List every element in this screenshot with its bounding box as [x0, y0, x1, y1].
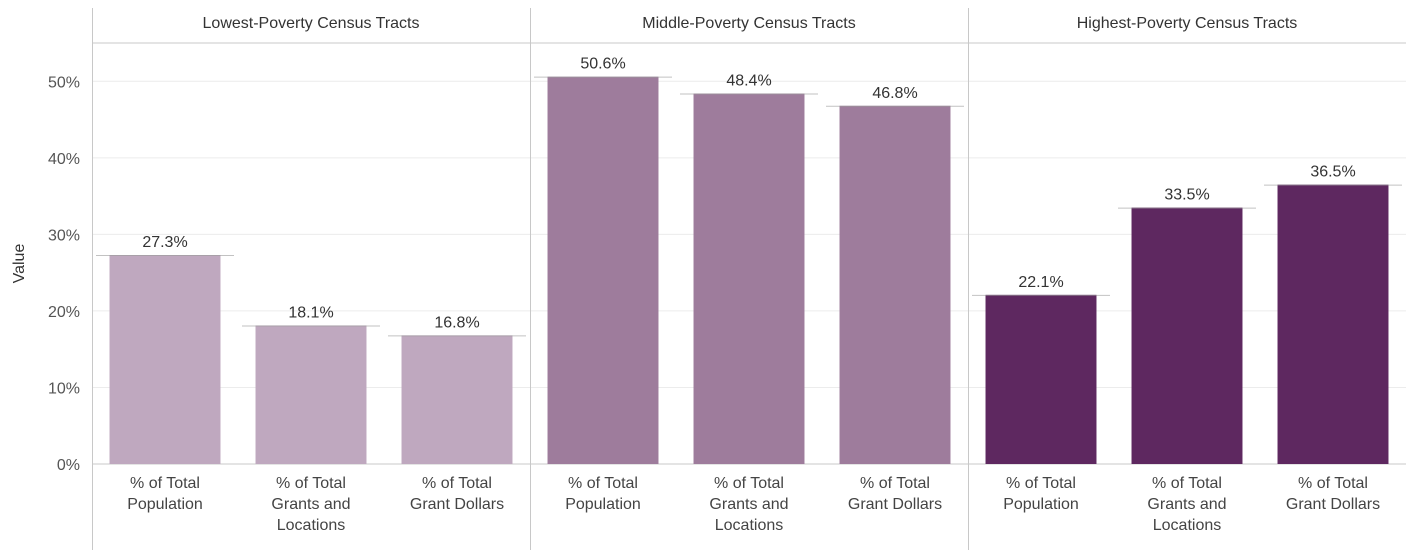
bar [693, 93, 805, 465]
bar [109, 255, 221, 464]
y-tick-label: 50% [48, 74, 80, 91]
data-label: 18.1% [288, 304, 333, 321]
bar [1277, 184, 1389, 465]
x-category-label: Grants and [709, 496, 788, 513]
x-category-label: Locations [277, 517, 346, 534]
bar [839, 105, 951, 464]
x-category-label: Population [127, 496, 203, 513]
x-category-label: Locations [1153, 517, 1222, 534]
x-category-label: % of Total [422, 475, 492, 492]
data-label: 16.8% [434, 314, 479, 331]
x-category-label: Grant Dollars [1286, 496, 1380, 513]
panel-title: Lowest-Poverty Census Tracts [203, 15, 420, 32]
data-label: 36.5% [1310, 164, 1355, 181]
data-label: 50.6% [580, 56, 625, 73]
x-category-label: Population [565, 496, 641, 513]
x-category-label: Population [1003, 496, 1079, 513]
data-label: 33.5% [1164, 187, 1209, 204]
x-category-label: % of Total [568, 475, 638, 492]
bar [401, 335, 513, 464]
x-category-label: Grants and [271, 496, 350, 513]
panel-title: Middle-Poverty Census Tracts [642, 15, 855, 32]
bar [255, 325, 367, 464]
x-category-label: Grant Dollars [848, 496, 942, 513]
y-tick-label: 30% [48, 227, 80, 244]
data-label: 46.8% [872, 85, 917, 102]
panel-title: Highest-Poverty Census Tracts [1077, 15, 1298, 32]
x-category-label: % of Total [1006, 475, 1076, 492]
x-category-label: % of Total [130, 475, 200, 492]
y-tick-label: 20% [48, 304, 80, 321]
x-category-label: % of Total [860, 475, 930, 492]
y-tick-label: 40% [48, 151, 80, 168]
bar [547, 76, 659, 465]
data-label: 27.3% [142, 234, 187, 251]
data-label: 48.4% [726, 73, 771, 90]
x-category-label: % of Total [714, 475, 784, 492]
x-category-label: Grant Dollars [410, 496, 504, 513]
x-category-label: % of Total [1298, 475, 1368, 492]
bar [1131, 207, 1243, 464]
y-tick-label: 10% [48, 380, 80, 397]
data-label: 22.1% [1018, 274, 1063, 291]
bar [985, 294, 1097, 464]
x-category-label: Grants and [1147, 496, 1226, 513]
x-category-label: % of Total [276, 475, 346, 492]
x-category-label: % of Total [1152, 475, 1222, 492]
x-category-label: Locations [715, 517, 784, 534]
y-tick-label: 0% [57, 457, 80, 474]
y-axis-title: Value [11, 244, 28, 284]
